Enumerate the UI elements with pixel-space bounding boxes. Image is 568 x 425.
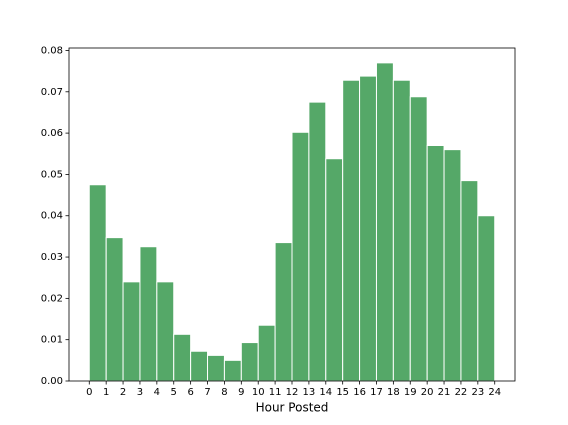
- x-tick-label: 9: [238, 387, 244, 398]
- bar: [342, 79, 361, 382]
- x-tick-label: 11: [269, 387, 282, 398]
- bar: [359, 75, 377, 382]
- y-tick-label: 0.01: [41, 335, 63, 346]
- x-tick-label: 22: [455, 387, 468, 398]
- x-tick-label: 20: [421, 387, 434, 398]
- y-tick-label: 0.08: [41, 45, 63, 56]
- x-tick-label: 8: [221, 387, 227, 398]
- x-tick-label: 4: [154, 387, 160, 398]
- bar: [409, 96, 428, 382]
- y-tick-label: 0.02: [41, 293, 63, 304]
- x-tick-label: 7: [204, 387, 210, 398]
- y-tick-label: 0.04: [41, 211, 63, 222]
- x-tick-label: 2: [120, 387, 126, 398]
- x-tick-label: 17: [370, 387, 383, 398]
- x-axis-label: Hour Posted: [256, 401, 329, 415]
- bar: [392, 79, 411, 382]
- x-tick-label: 0: [86, 387, 92, 398]
- x-tick-label: 24: [488, 387, 501, 398]
- x-tick-label: 6: [187, 387, 193, 398]
- bar: [223, 359, 242, 382]
- bar: [325, 158, 344, 382]
- bar: [426, 145, 445, 382]
- x-tick-label: 3: [137, 387, 143, 398]
- x-tick-label: 10: [252, 387, 265, 398]
- x-tick-label: 5: [171, 387, 177, 398]
- bar: [477, 215, 496, 382]
- bar: [274, 242, 293, 382]
- x-tick-label: 18: [387, 387, 400, 398]
- bar: [375, 62, 394, 382]
- bar: [257, 324, 276, 382]
- bar: [207, 354, 225, 382]
- bar: [173, 333, 192, 382]
- x-tick-label: 23: [471, 387, 484, 398]
- bar: [139, 246, 158, 382]
- bar: [460, 180, 479, 382]
- y-tick-label: 0.00: [41, 376, 63, 387]
- y-tick-label: 0.05: [41, 169, 63, 180]
- bar: [190, 350, 209, 382]
- x-tick-label: 19: [404, 387, 417, 398]
- bar: [308, 101, 327, 382]
- y-tick-label: 0.03: [41, 252, 63, 263]
- bar: [240, 342, 259, 382]
- bar: [122, 281, 141, 382]
- bar: [443, 149, 462, 382]
- x-tick-label: 1: [103, 387, 109, 398]
- y-tick-label: 0.06: [41, 128, 63, 139]
- bar: [88, 184, 107, 382]
- x-tick-label: 14: [319, 387, 332, 398]
- x-tick-label: 12: [286, 387, 299, 398]
- bar: [156, 281, 175, 382]
- y-tick-label: 0.07: [41, 87, 63, 98]
- x-tick-label: 13: [303, 387, 316, 398]
- x-tick-label: 21: [438, 387, 451, 398]
- bar: [105, 237, 124, 382]
- x-tick-label: 16: [353, 387, 366, 398]
- x-tick-label: 15: [336, 387, 349, 398]
- bar: [291, 131, 310, 382]
